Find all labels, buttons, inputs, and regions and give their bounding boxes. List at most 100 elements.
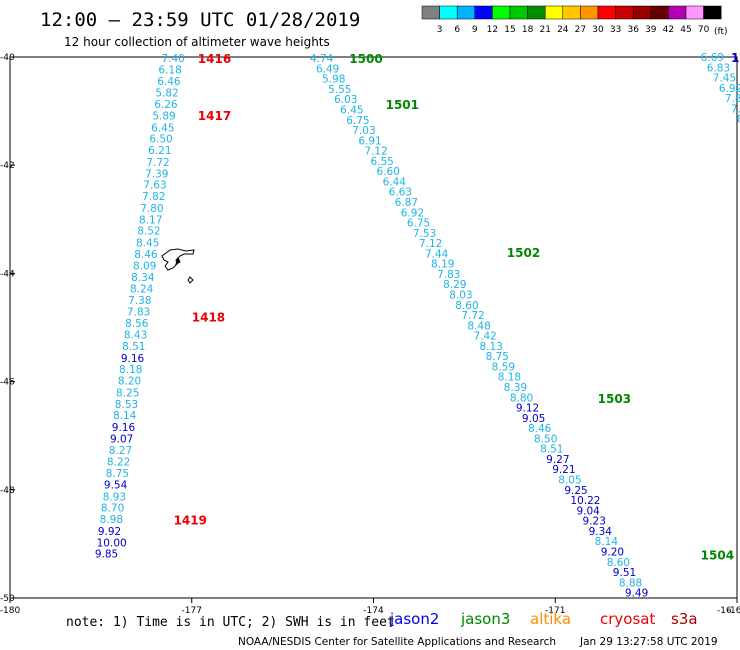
swh-value: 6.75 (407, 218, 430, 230)
swh-value: 8.98 (100, 514, 123, 526)
x-tick-label: -180 (0, 606, 20, 616)
swh-value: 6.69 (701, 52, 724, 64)
color-swatch-label: 27 (575, 25, 586, 35)
swh-value: 8.18 (498, 372, 521, 384)
color-swatch (685, 5, 704, 20)
swh-value: 6.26 (154, 99, 178, 111)
color-swatch-label: 70 (698, 25, 710, 35)
swh-value: 8.13 (480, 341, 503, 353)
pass-number-label: 1500 (349, 52, 382, 66)
swh-value: 9.16 (112, 422, 136, 434)
swh-value: 8.70 (101, 503, 124, 515)
swh-value: 9.23 (583, 516, 606, 528)
swh-value: 10.00 (97, 537, 127, 549)
swh-value: 9.27 (546, 454, 569, 466)
swh-value: 6.92 (719, 83, 740, 95)
x-tick-label: -174 (363, 606, 384, 616)
color-swatch (580, 5, 599, 20)
y-tick-label: -50 (0, 594, 15, 604)
swh-value: 8.34 (131, 272, 155, 284)
swh-value: 6.60 (377, 166, 400, 178)
swh-value: 6.45 (340, 104, 363, 116)
pass-number-label: 1416 (198, 52, 231, 66)
y-tick-label: -42 (0, 161, 15, 171)
swh-value: 8.05 (558, 475, 581, 487)
pass-number-label: 1417 (198, 109, 231, 123)
color-swatch (703, 5, 722, 20)
swh-value: 6.45 (151, 122, 174, 134)
swh-value: 9.92 (98, 526, 121, 538)
pass-number-label: 1503 (598, 392, 631, 406)
x-tick-label: -177 (182, 606, 202, 616)
track-jason3: 4.746.495.985.556.036.456.757.036.917.12… (310, 52, 734, 600)
color-swatch-label: 36 (627, 25, 639, 35)
swh-value: 9.21 (552, 464, 575, 476)
x-tick-label: -171 (545, 606, 565, 616)
color-swatch-label: 15 (504, 25, 515, 35)
swh-value: 7.12 (419, 238, 442, 250)
swh-value: 7.83 (127, 306, 150, 318)
swh-value: 6.55 (370, 156, 393, 168)
swh-value: 8.14 (595, 536, 619, 548)
color-swatch (668, 5, 687, 20)
satellite-name-cryosat: cryosat (600, 610, 655, 628)
swh-value: 6.50 (149, 134, 172, 146)
color-swatch (544, 5, 564, 20)
swh-value: 5.55 (328, 84, 351, 96)
y-tick-label: -40 (0, 53, 15, 63)
swh-value: 8.19 (431, 259, 454, 271)
swh-value: 6.18 (158, 64, 181, 76)
swh-value: 6.75 (346, 115, 369, 127)
swh-value: 8.51 (540, 444, 563, 456)
swh-value: 9.04 (576, 505, 600, 517)
swh-value: 8.59 (492, 361, 515, 373)
swh-value: 5.89 (152, 110, 175, 122)
satellite-name-s3a: s3a (671, 610, 698, 628)
track-jason2: 6.696.837.456.927.817.368.3713331334133 (701, 51, 740, 126)
swh-value: 7.36 (731, 103, 740, 115)
axis-ticks: -180 -177 -174 -171 -168 -40 -42 -44 -46 -48 -50 (0, 53, 740, 616)
swh-value: 8.14 (113, 410, 137, 422)
page-title: 12:00 – 23:59 UTC 01/28/2019 (40, 9, 360, 31)
swh-value: 8.53 (115, 399, 138, 411)
swh-value: 9.07 (110, 433, 133, 445)
pass-number-label: 1504 (701, 549, 734, 563)
pass-number-label: 1502 (507, 246, 540, 260)
color-swatch-label: 12 (487, 25, 498, 35)
color-swatch (615, 5, 634, 20)
swh-value: 8.93 (103, 491, 126, 503)
swh-value: 7.80 (140, 203, 163, 215)
color-swatch (439, 5, 458, 20)
swh-value: 9.54 (104, 479, 128, 491)
color-swatch-label: 9 (472, 25, 478, 35)
swh-value: 7.38 (128, 295, 151, 307)
swh-value: 6.21 (148, 145, 171, 157)
swh-value: 8.48 (467, 320, 490, 332)
satellite-tracks: 7.406.186.465.826.265.896.456.506.217.72… (95, 51, 740, 600)
y-tick-label: -48 (0, 486, 15, 496)
swh-value: 7.72 (461, 310, 484, 322)
swh-value: 9.51 (613, 567, 636, 579)
swh-value: 8.20 (118, 376, 141, 388)
footer-credit: NOAA/NESDIS Center for Satellite Applica… (238, 636, 556, 648)
swh-value: 5.82 (155, 88, 178, 100)
color-scale-legend: 3 6 9 12 15 18 21 24 27 30 33 36 39 42 45 70 (421, 5, 722, 35)
swh-value: 8.51 (122, 341, 145, 353)
satellite-name-jason2: jason2 (389, 610, 439, 628)
swh-value: 8.75 (106, 468, 129, 480)
swh-value: 8.37 (737, 114, 740, 126)
swh-value: 7.39 (145, 168, 168, 180)
swh-value: 9.34 (589, 526, 613, 538)
swh-value: 8.27 (109, 445, 132, 457)
color-scale-unit: (ft) (714, 27, 728, 37)
color-swatch (474, 5, 493, 20)
swh-value: 8.22 (107, 457, 130, 469)
swh-value: 8.80 (510, 392, 533, 404)
swh-value: 7.03 (352, 125, 375, 137)
swh-value: 6.91 (358, 135, 381, 147)
swh-value: 7.45 (713, 73, 736, 85)
swh-value: 6.44 (383, 176, 407, 188)
swh-value: 6.03 (334, 94, 357, 106)
swh-value: 8.75 (486, 351, 509, 363)
color-swatch-label: 18 (522, 25, 534, 35)
